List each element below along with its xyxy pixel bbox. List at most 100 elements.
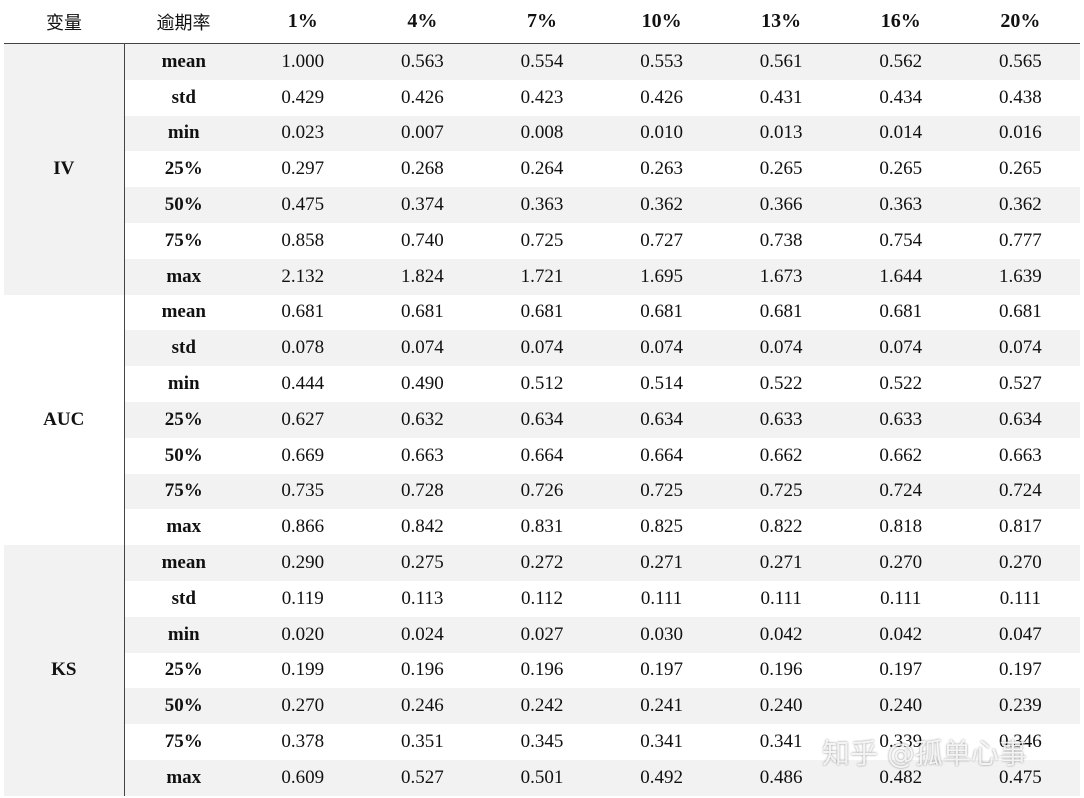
stat-label: 50% <box>124 688 243 725</box>
table-row: 75% 0.858 0.740 0.725 0.727 0.738 0.754 0.777 <box>4 223 1080 259</box>
value-cell: 0.681 <box>401 301 444 323</box>
value-cell: 0.634 <box>960 401 1081 438</box>
table-row: min 0.023 0.007 0.008 0.010 0.013 0.014 0.016 <box>4 115 1081 152</box>
value-cell: 0.825 <box>640 516 683 538</box>
header-cell: 4% <box>362 0 483 44</box>
table-row: 25% 0.297 0.268 0.264 0.263 0.265 0.265 0.265 <box>4 151 1080 187</box>
value-cell: 0.345 <box>520 731 564 753</box>
stat-label: 25% <box>164 158 203 180</box>
value-cell: 0.074 <box>721 330 841 367</box>
stat-label: std <box>171 86 196 108</box>
value-cell: 0.275 <box>362 545 483 581</box>
value-cell: 1.721 <box>482 258 602 295</box>
header-cell: 16% <box>840 0 961 44</box>
value-cell: 0.634 <box>601 401 722 438</box>
group-label: IV <box>4 43 125 295</box>
stat-label: mean <box>161 301 206 323</box>
table-row: IV mean 1.000 0.563 0.554 0.553 0.561 0.562 0.56… <box>4 43 1081 295</box>
value-cell: 0.822 <box>759 516 803 538</box>
value-cell: 0.030 <box>601 616 722 653</box>
value-cell: 0.240 <box>840 688 961 725</box>
value-cell: 0.563 <box>362 43 483 80</box>
value-cell: 0.013 <box>721 115 841 152</box>
value-cell: 0.725 <box>601 473 722 510</box>
value-cell: 0.444 <box>281 373 325 395</box>
value-cell: 0.662 <box>879 444 923 466</box>
value-cell: 0.818 <box>879 516 923 538</box>
stat-label: std <box>171 587 196 609</box>
table-row: 75% 0.735 0.728 0.726 0.725 0.725 0.724 0.724 <box>4 473 1081 510</box>
value-cell: 0.007 <box>362 115 483 152</box>
value-cell: 0.078 <box>243 330 363 367</box>
value-cell: 0.426 <box>401 86 444 108</box>
value-cell: 0.042 <box>840 616 961 653</box>
value-cell: 0.272 <box>482 545 602 581</box>
value-cell: 0.242 <box>482 688 602 725</box>
value-cell: 0.486 <box>721 759 841 796</box>
value-cell: 0.634 <box>482 401 602 438</box>
value-cell: 0.423 <box>520 86 564 108</box>
table-row: min 0.444 0.490 0.512 0.514 0.522 0.522 0.527 <box>4 366 1080 402</box>
group-label: AUC <box>4 294 125 546</box>
value-cell: 0.663 <box>401 444 444 466</box>
value-cell: 0.663 <box>998 444 1042 466</box>
value-cell: 0.632 <box>362 401 483 438</box>
value-cell: 0.197 <box>640 659 683 681</box>
value-cell: 2.132 <box>243 258 363 295</box>
value-cell: 0.111 <box>760 587 802 609</box>
value-cell: 0.270 <box>243 688 363 725</box>
header-cell: 变量 <box>4 0 124 44</box>
value-cell: 0.020 <box>243 616 363 653</box>
value-cell: 0.239 <box>960 688 1081 725</box>
value-cell: 0.725 <box>721 473 841 510</box>
value-cell: 0.246 <box>362 688 483 725</box>
value-cell: 0.475 <box>960 759 1081 796</box>
value-cell: 0.725 <box>520 229 564 251</box>
value-cell: 0.196 <box>401 659 444 681</box>
value-cell: 0.119 <box>281 587 324 609</box>
group-label: KS <box>4 545 125 796</box>
value-cell: 0.522 <box>759 373 803 395</box>
stat-label: 75% <box>124 473 243 510</box>
value-cell: 0.023 <box>243 115 363 152</box>
value-cell: 0.074 <box>601 330 722 367</box>
value-cell: 1.644 <box>840 258 961 295</box>
table-row: std 0.429 0.426 0.423 0.426 0.431 0.434 0.438 <box>4 80 1080 116</box>
value-cell: 0.263 <box>640 158 683 180</box>
value-cell: 0.271 <box>721 545 841 581</box>
header-cell: 20% <box>960 0 1081 44</box>
value-cell: 0.366 <box>721 187 841 223</box>
value-cell: 0.265 <box>759 158 803 180</box>
value-cell: 0.429 <box>281 86 325 108</box>
table-row: 75% 0.378 0.351 0.345 0.341 0.341 0.339 0.346 <box>4 724 1080 760</box>
table-row: 25% 0.199 0.196 0.196 0.197 0.196 0.197 0.197 <box>4 653 1080 689</box>
table-row: AUC mean 0.681 0.681 0.681 0.681 0.681 0.681 0.6… <box>4 294 1080 546</box>
value-cell: 0.112 <box>520 587 563 609</box>
table-row: KS mean 0.290 0.275 0.272 0.271 0.271 0.270 0.27… <box>4 545 1081 796</box>
value-cell: 0.042 <box>721 616 841 653</box>
value-cell: 0.074 <box>362 330 483 367</box>
stat-label: min <box>124 616 243 653</box>
stat-label: std <box>124 330 243 367</box>
value-cell: 0.726 <box>482 473 602 510</box>
value-cell: 0.196 <box>759 659 803 681</box>
header-cell: 1% <box>243 0 363 44</box>
value-cell: 0.669 <box>281 444 325 466</box>
value-cell: 0.831 <box>520 516 564 538</box>
value-cell: 0.074 <box>840 330 961 367</box>
stat-label: 50% <box>124 187 243 223</box>
value-cell: 0.270 <box>840 545 961 581</box>
value-cell: 0.346 <box>998 731 1042 753</box>
value-cell: 0.241 <box>601 688 722 725</box>
value-cell: 1.673 <box>721 258 841 295</box>
stat-label: mean <box>124 545 243 581</box>
stat-label: 50% <box>164 444 203 466</box>
value-cell: 0.527 <box>998 373 1042 395</box>
table-body: IV mean 1.000 0.563 0.554 0.553 0.561 0.562 0.56… <box>4 43 1081 796</box>
value-cell: 0.339 <box>879 731 923 753</box>
value-cell: 0.363 <box>482 187 602 223</box>
value-cell: 0.501 <box>482 759 602 796</box>
value-cell: 0.196 <box>520 659 564 681</box>
value-cell: 0.362 <box>960 187 1081 223</box>
value-cell: 0.111 <box>880 587 922 609</box>
